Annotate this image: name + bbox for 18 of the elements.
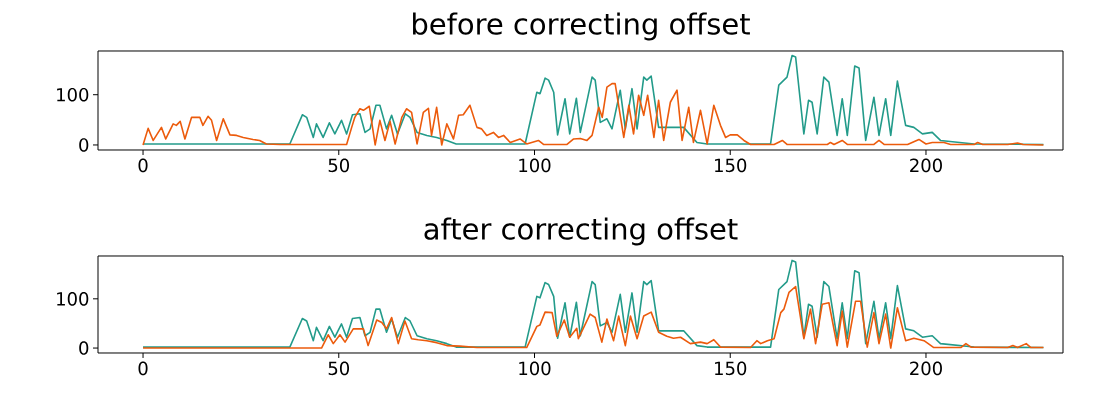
x-tick-label: 100	[519, 158, 551, 173]
chart-title: before correcting offset	[413, 12, 750, 41]
line-series	[142, 82, 1045, 146]
x-tick-label: 200	[910, 361, 942, 376]
x-tick-label: 200	[910, 158, 942, 173]
x-tick-label: 100	[519, 361, 551, 376]
x-tick-label: 0	[138, 158, 148, 173]
x-tick-label: 150	[715, 158, 747, 173]
y-tick-label: 100	[57, 292, 89, 306]
line-series	[142, 285, 1045, 349]
x-tick-label: 50	[328, 158, 350, 173]
x-tick-label: 0	[138, 361, 148, 376]
y-tick-label: 100	[57, 87, 89, 102]
chart-title: after correcting offset	[424, 217, 738, 246]
x-tick-label: 150	[715, 361, 747, 376]
y-tick-label: 0	[79, 138, 89, 152]
y-tick-label: 0	[79, 341, 89, 355]
x-tick-label: 50	[328, 361, 350, 376]
